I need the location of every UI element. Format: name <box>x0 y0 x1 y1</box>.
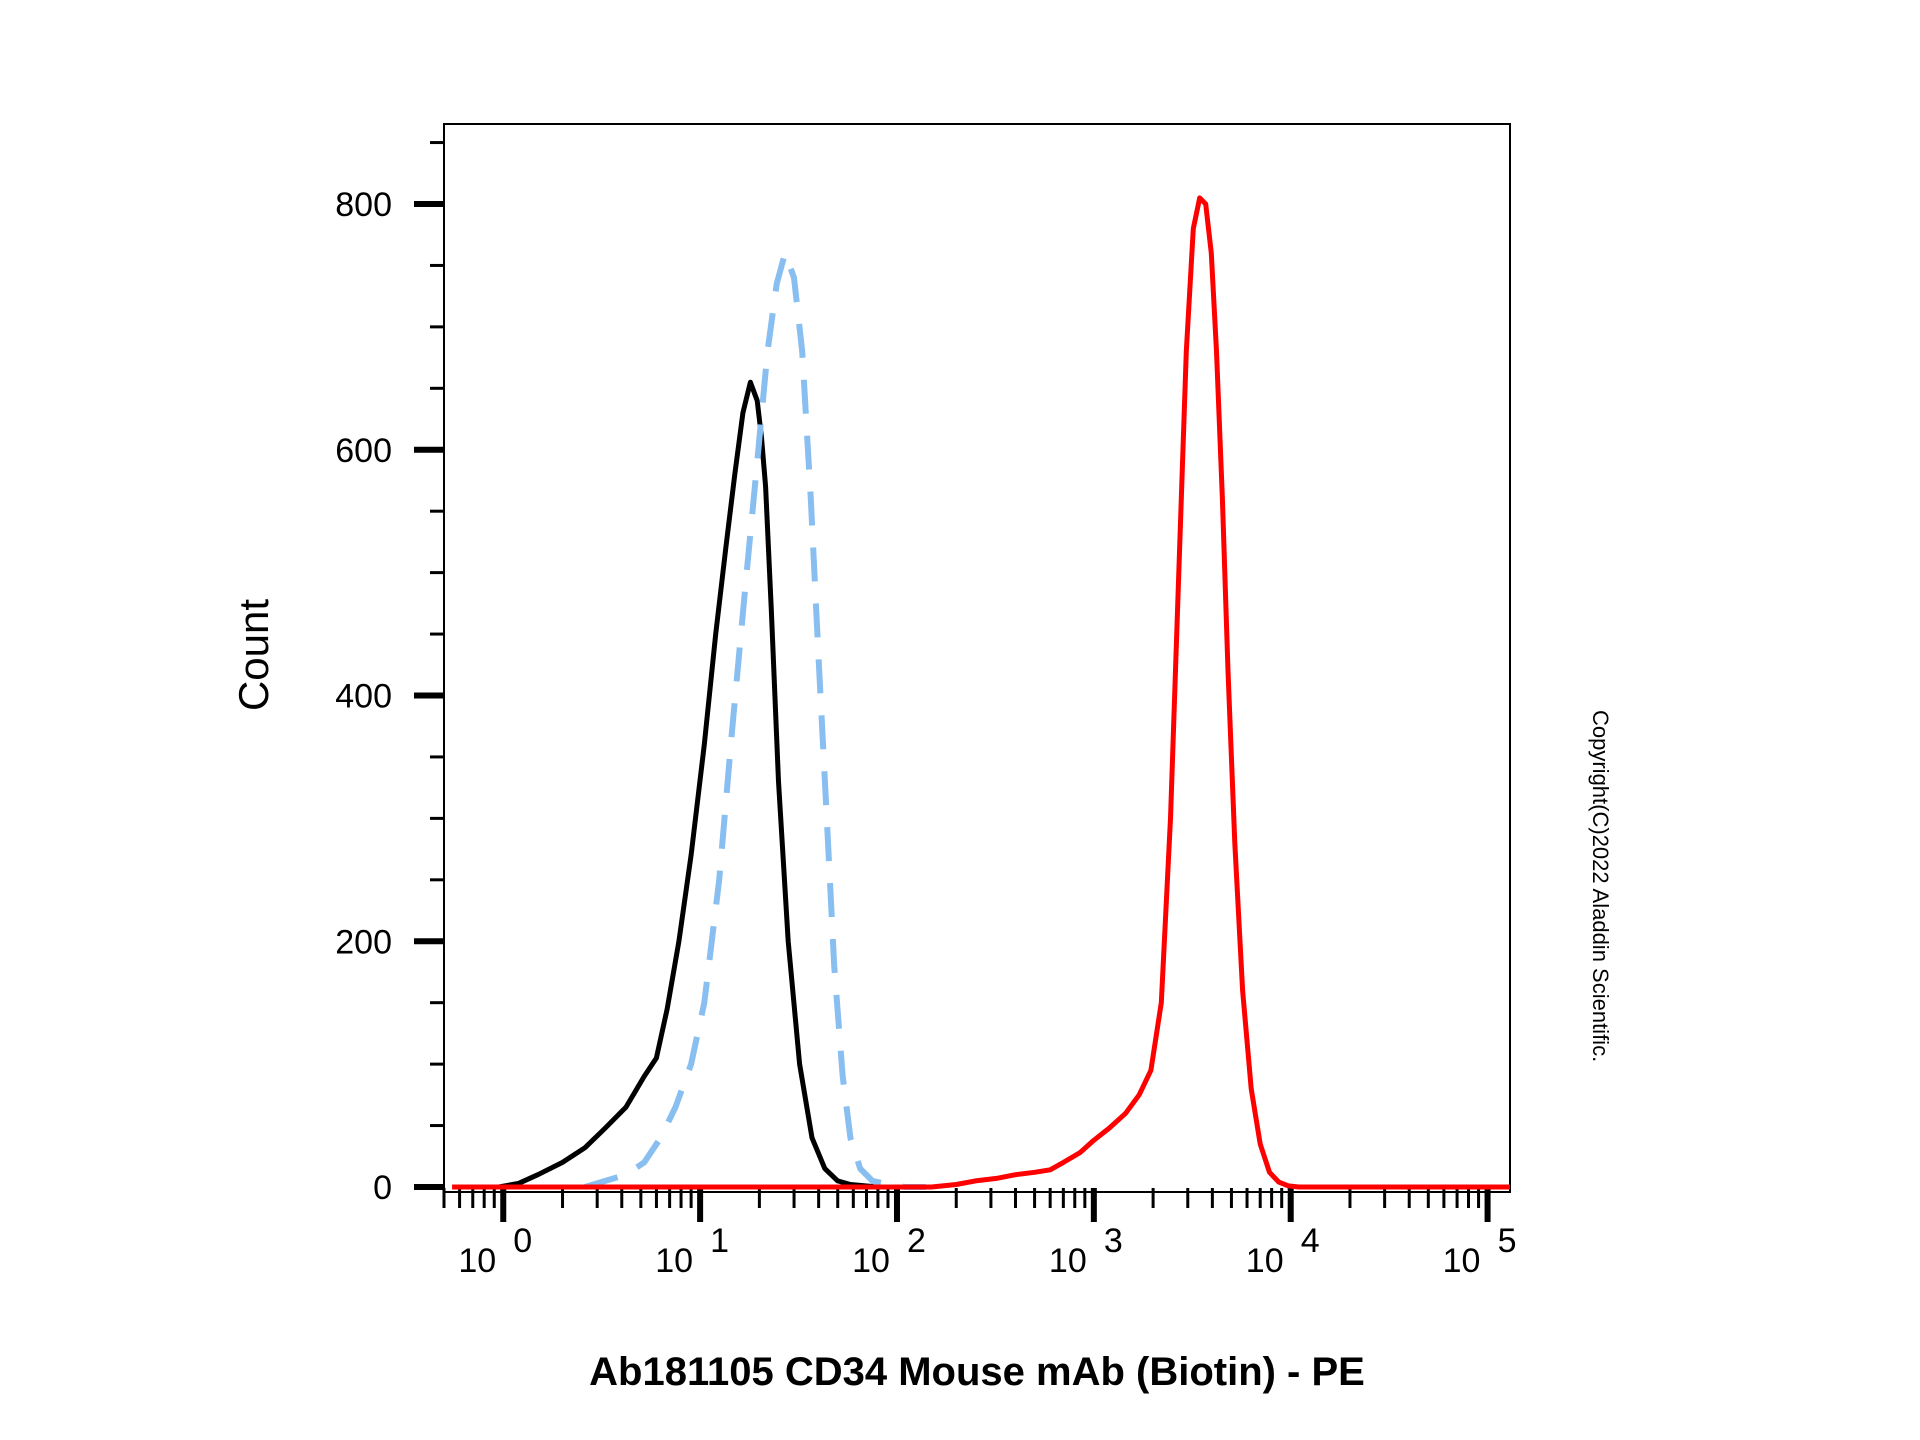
x-tick-label: 10 <box>1049 1242 1087 1280</box>
copyright-notice: Copyright(C)2022 Aladdin Scientific. <box>1588 710 1613 1062</box>
series-line-3 <box>452 195 1510 1190</box>
y-tick-label: 800 <box>335 186 392 224</box>
x-tick-exponent: 3 <box>1104 1222 1123 1260</box>
series-line-1 <box>498 379 893 1190</box>
x-axis: 10 0 10 1 10 2 10 3 10 4 10 5 <box>442 1188 1517 1280</box>
x-tick-label: 10 <box>1246 1242 1284 1280</box>
series-line-2 <box>584 250 926 1190</box>
y-axis: 0 200 400 600 800 <box>335 124 445 1207</box>
y-tick-label: 200 <box>335 923 392 961</box>
x-tick-label: 10 <box>458 1242 496 1280</box>
series-layer <box>452 195 1510 1190</box>
x-tick-label: 10 <box>655 1242 693 1280</box>
x-tick-label: 10 <box>852 1242 890 1280</box>
x-tick-exponent: 4 <box>1301 1222 1320 1260</box>
x-tick-label: 10 <box>1443 1242 1481 1280</box>
x-tick-exponent: 1 <box>710 1222 729 1260</box>
plot-frame <box>443 123 1511 1193</box>
x-tick-exponent: 2 <box>907 1222 926 1260</box>
x-tick-exponent: 5 <box>1498 1222 1517 1260</box>
x-tick-exponent: 0 <box>513 1222 532 1260</box>
x-axis-title: Ab181105 CD34 Mouse mAb (Biotin) - PE <box>589 1350 1365 1394</box>
y-tick-label: 400 <box>335 678 392 716</box>
y-tick-label: 0 <box>373 1169 392 1207</box>
y-tick-label: 600 <box>335 432 392 470</box>
y-axis-title: Count <box>230 599 277 711</box>
